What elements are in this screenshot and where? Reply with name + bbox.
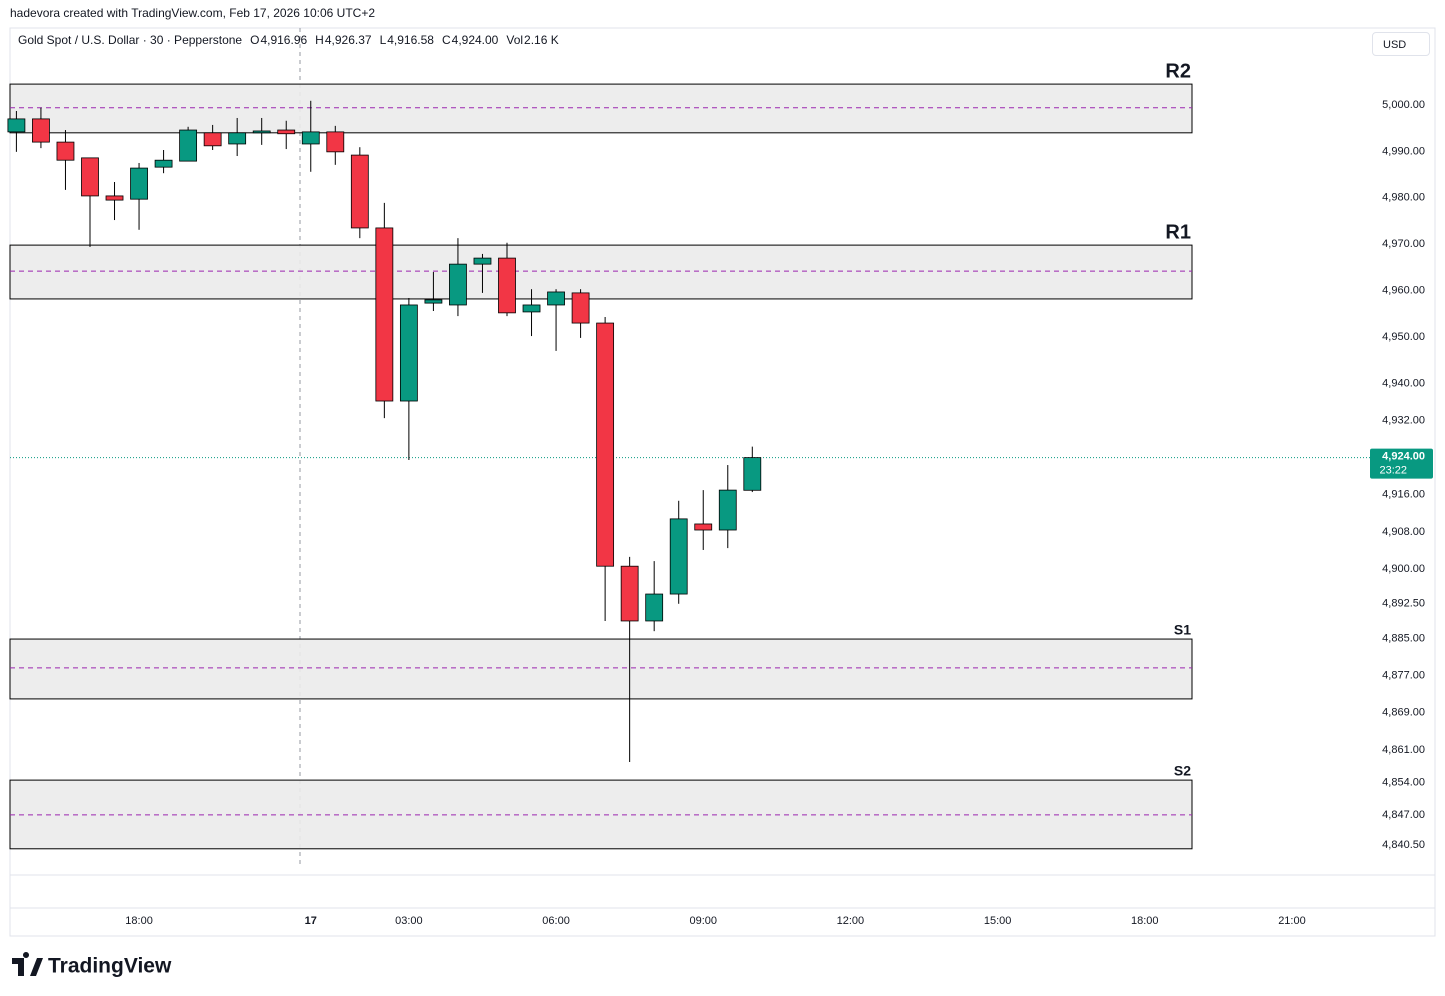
legend-key: O (250, 33, 260, 47)
y-tick-label: 4,960.00 (1382, 284, 1425, 296)
candle-body (620, 565, 639, 622)
candle-body (277, 129, 296, 135)
candle-body (154, 159, 173, 168)
y-tick-label: 4,970.00 (1382, 238, 1425, 250)
zone-box (9, 638, 1193, 700)
legend-key: H (315, 33, 324, 47)
y-tick-label: 4,869.00 (1382, 707, 1425, 719)
countdown-label: 23:22 (1379, 465, 1407, 477)
candle-body (326, 131, 345, 153)
legend-value: 4,916.96 (260, 33, 308, 47)
x-tick-label: 21:00 (1278, 915, 1306, 927)
candle-body (375, 227, 394, 402)
candle-body (105, 195, 124, 201)
candle-body (718, 489, 737, 531)
x-tick-label: 09:00 (689, 915, 717, 927)
legend-value: 4,916.58 (387, 33, 434, 47)
y-tick-label: 4,840.50 (1382, 839, 1425, 851)
y-tick-label: 4,932.00 (1382, 414, 1425, 426)
ohlc-legend: Gold Spot / U.S. Dollar · 30 · Peppersto… (18, 33, 559, 47)
candle-body (424, 299, 443, 304)
zone-label: S1 (1174, 621, 1191, 637)
y-tick-label: 4,847.00 (1382, 809, 1425, 821)
credit: hadevora created with TradingView.com, F… (10, 6, 375, 20)
candle-body (32, 118, 50, 143)
y-tick-label: 4,885.00 (1382, 632, 1425, 644)
y-tick-label: 4,892.50 (1382, 598, 1425, 610)
x-tick-label: 17 (305, 915, 317, 927)
legend-item: O4,916.96 (250, 33, 307, 47)
y-tick-label: 4,980.00 (1382, 192, 1425, 204)
symbol-title: Gold Spot / U.S. Dollar · 30 · Peppersto… (18, 33, 243, 47)
legend-item: Vol2.16 K (506, 33, 558, 47)
candle-body (130, 167, 148, 200)
zone-label: S2 (1174, 762, 1191, 778)
candle-body (350, 154, 369, 229)
candle-body (228, 132, 247, 145)
candle-body (252, 130, 271, 134)
legend-key: C (441, 33, 451, 47)
candle-body (179, 129, 198, 162)
candle-body (498, 257, 516, 314)
candle-body (56, 141, 75, 161)
legend-items: O4,916.96 H4,926.37 L4,916.58 C4,924.00 Vol2… (250, 33, 559, 47)
x-tick-label: 06:00 (542, 915, 570, 927)
x-tick-label: 18:00 (1131, 915, 1159, 927)
candle-body (449, 263, 467, 306)
y-tick-label: 4,900.00 (1382, 563, 1425, 575)
zone-box (9, 244, 1193, 300)
candle-body (203, 132, 222, 147)
x-tick-label: 15:00 (984, 915, 1012, 927)
candle-body (645, 593, 664, 622)
legend-key: L (379, 33, 387, 47)
candle-body (669, 518, 688, 595)
candle-body (7, 118, 26, 133)
candle-body (473, 257, 492, 265)
y-tick-label: 4,990.00 (1382, 145, 1425, 157)
last-price-box (1370, 448, 1433, 479)
legend-key: Vol (506, 33, 524, 47)
x-tick-label: 03:00 (395, 915, 423, 927)
zone-box (9, 779, 1193, 850)
candle-body (81, 157, 99, 197)
legend-item: H4,926.37 (315, 33, 371, 47)
x-tick-label: 12:00 (837, 915, 865, 927)
candle-body (571, 292, 590, 324)
candle-body (596, 322, 615, 567)
legend-item: L4,916.58 (380, 33, 434, 47)
candle-body (399, 304, 418, 402)
currency-button[interactable]: USD (1372, 32, 1430, 56)
y-tick-label: 4,950.00 (1382, 331, 1425, 343)
zone-box (9, 83, 1193, 134)
brand-logo (12, 952, 43, 976)
y-tick-label: 4,861.00 (1382, 744, 1425, 756)
chart-frame (9, 27, 1436, 937)
last-price-label: 4,924.00 (1382, 451, 1425, 463)
y-tick-label: 4,854.00 (1382, 776, 1425, 788)
brand-name: TradingView (48, 955, 172, 978)
candle-body (522, 304, 541, 313)
y-tick-label: 5,000.00 (1382, 99, 1425, 111)
legend-value: 2.16 K (524, 33, 559, 47)
y-tick-label: 4,916.00 (1382, 489, 1425, 501)
candle-body (743, 457, 762, 491)
candle-body (547, 291, 565, 306)
candle-body (301, 131, 320, 145)
legend-item: C4,924.00 (442, 33, 498, 47)
x-tick-label: 18:00 (125, 915, 153, 927)
y-tick-label: 4,908.00 (1382, 526, 1425, 538)
y-tick-label: 4,940.00 (1382, 377, 1425, 389)
zone-label: R2 (1165, 60, 1191, 82)
y-tick-label: 4,877.00 (1382, 670, 1425, 682)
legend-value: 4,926.37 (324, 33, 372, 47)
legend-value: 4,924.00 (451, 33, 499, 47)
candle-body (694, 523, 713, 531)
zone-label: R1 (1165, 221, 1191, 243)
